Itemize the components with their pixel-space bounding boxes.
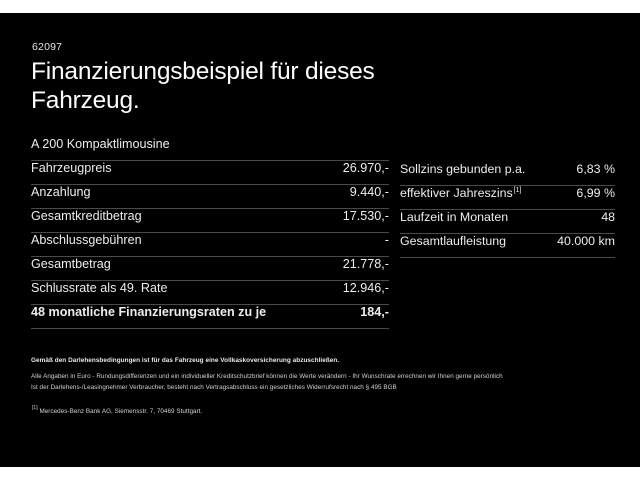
row-value: 6,99 %	[576, 186, 615, 200]
row-value: 48	[601, 210, 615, 224]
row-label: Gesamtkreditbetrag	[31, 209, 142, 223]
reference-code: 62097	[32, 41, 63, 53]
row-value: 26.970,-	[342, 161, 389, 175]
row-value: 12.946,-	[342, 281, 389, 295]
row-label: effektiver Jahreszins[1]	[400, 186, 522, 200]
table-row-monthly-rate: 48 monatliche Finanzierungsraten zu je 1…	[31, 305, 389, 329]
row-value: 40.000 km	[557, 234, 615, 248]
table-row: Anzahlung 9.440,-	[31, 185, 389, 209]
table-row: effektiver Jahreszins[1] 6,99 %	[400, 186, 615, 210]
row-label: Laufzeit in Monaten	[400, 210, 509, 224]
row-label: 48 monatliche Finanzierungsraten zu je	[31, 305, 267, 319]
fineprint-line-1: Alle Angaben in Euro - Rundungsdifferenz…	[31, 372, 503, 380]
row-value: 17.530,-	[342, 209, 389, 223]
row-label: Anzahlung	[31, 185, 91, 199]
table-row: Gesamtkreditbetrag 17.530,-	[31, 209, 389, 233]
row-value: -	[384, 233, 389, 247]
fineprint-notice: Gemäß den Darlehensbedingungen ist für d…	[31, 357, 340, 364]
fineprint-footnote: [1] Mercedes-Benz Bank AG, Siemensstr. 7…	[31, 405, 611, 417]
row-label: Schlussrate als 49. Rate	[31, 281, 168, 295]
table-row: Fahrzeugpreis 26.970,-	[31, 161, 389, 185]
table-row: Sollzins gebunden p.a. 6,83 %	[400, 162, 615, 186]
row-label: Gesamtlaufleistung	[400, 234, 507, 248]
row-label: Gesamtbetrag	[31, 257, 111, 271]
footnote-marker: [1]	[32, 405, 38, 412]
row-value: 184,-	[360, 305, 389, 319]
model-name: A 200 Kompaktlimousine	[31, 137, 170, 151]
finance-table-left: A 200 Kompaktlimousine Fahrzeugpreis 26.…	[31, 137, 389, 329]
page-title: Finanzierungsbeispiel für dieses Fahrzeu…	[31, 58, 375, 114]
footnote-text: Mercedes-Benz Bank AG, Siemensstr. 7, 70…	[39, 407, 203, 415]
row-label-text: effektiver Jahreszins	[400, 186, 513, 200]
row-label: Fahrzeugpreis	[31, 161, 112, 175]
row-value: 9.440,-	[349, 185, 389, 199]
table-row: Gesamtbetrag 21.778,-	[31, 257, 389, 281]
row-label: Sollzins gebunden p.a.	[400, 162, 526, 176]
table-row-model: A 200 Kompaktlimousine	[31, 137, 389, 161]
table-row: Abschlussgebühren -	[31, 233, 389, 257]
table-row: Gesamtlaufleistung 40.000 km	[400, 234, 615, 258]
fineprint-line-2: Ist der Darlehens-/Leasingnehmer Verbrau…	[31, 384, 397, 391]
row-value: 6,83 %	[576, 162, 615, 176]
table-row: Schlussrate als 49. Rate 12.946,-	[31, 281, 389, 305]
fineprint-block: Gemäß den Darlehensbedingungen ist für d…	[31, 357, 611, 417]
row-label: Abschlussgebühren	[31, 233, 142, 247]
table-row: Laufzeit in Monaten 48	[400, 210, 615, 234]
row-value: 21.778,-	[342, 257, 389, 271]
footnote-marker: [1]	[513, 186, 522, 194]
finance-example-panel: 62097 Finanzierungsbeispiel für dieses F…	[0, 13, 640, 467]
finance-table-right: Sollzins gebunden p.a. 6,83 % effektiver…	[400, 162, 615, 258]
